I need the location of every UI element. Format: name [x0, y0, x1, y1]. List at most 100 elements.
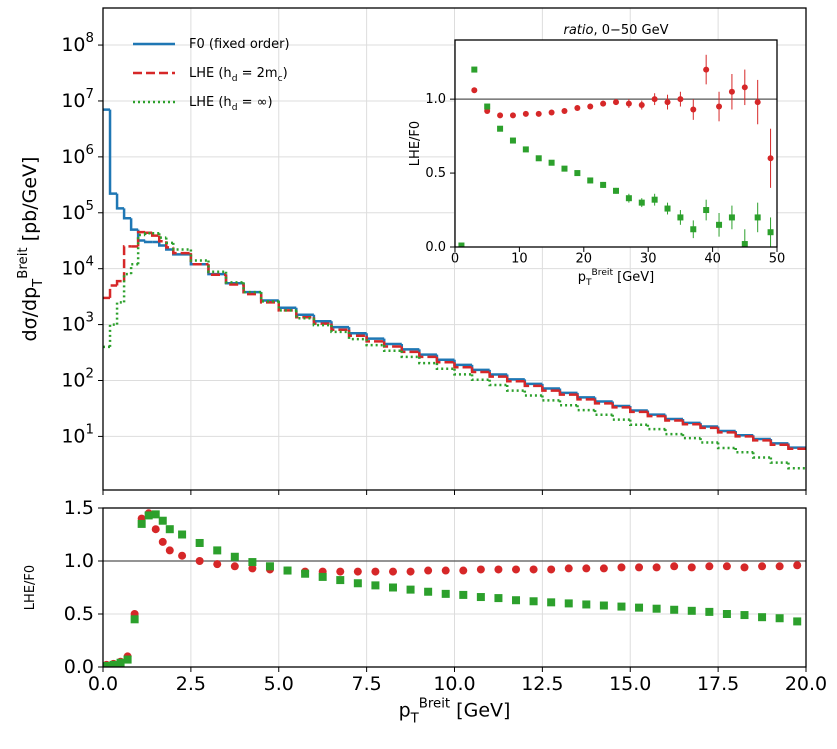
point	[687, 563, 696, 572]
histogram-step	[699, 424, 719, 430]
point	[677, 214, 684, 221]
point	[638, 102, 645, 109]
histogram-step	[189, 253, 209, 266]
histogram-step	[716, 426, 736, 433]
axes-frame	[102, 7, 807, 491]
histogram-step	[365, 339, 385, 347]
point	[195, 538, 204, 547]
y-axis-label: LHE/F0	[23, 565, 38, 610]
point	[587, 103, 594, 110]
histogram-step	[277, 301, 297, 312]
histogram-step	[646, 424, 666, 431]
point	[459, 566, 468, 575]
histogram-step	[734, 432, 754, 438]
y-tick-label: 0.5	[425, 166, 446, 181]
x-tick-label: 12.5	[521, 673, 563, 695]
point	[670, 562, 679, 571]
point	[617, 563, 626, 572]
histogram-step	[115, 193, 125, 210]
point	[535, 155, 542, 162]
point	[635, 603, 644, 612]
point	[497, 125, 504, 132]
histogram-step	[122, 245, 132, 282]
histogram-step	[488, 379, 508, 387]
point	[687, 606, 696, 615]
point	[652, 563, 661, 572]
point	[512, 565, 521, 574]
point	[230, 552, 239, 561]
point	[178, 530, 187, 539]
point	[600, 181, 607, 188]
point	[353, 567, 362, 576]
x-axis-label: pTBreit [GeV]	[578, 267, 655, 287]
histogram-step	[347, 327, 367, 335]
x-tick-label: 10.0	[433, 673, 475, 695]
y-tick-label: 0.0	[64, 656, 94, 678]
histogram-step	[242, 282, 262, 294]
histogram-step	[172, 242, 191, 251]
point	[625, 100, 632, 107]
histogram-step	[115, 301, 125, 325]
point	[371, 581, 380, 590]
point	[529, 597, 538, 606]
plot-area	[455, 54, 777, 247]
point	[564, 599, 573, 608]
title-italic: ratio	[563, 23, 593, 38]
point	[353, 579, 362, 588]
y-tick-label: 105	[61, 198, 94, 223]
point	[406, 567, 415, 576]
point	[103, 661, 111, 667]
point	[213, 546, 222, 555]
histogram-step	[576, 394, 596, 401]
y-tick-label: 0.0	[425, 240, 446, 255]
point	[213, 560, 222, 569]
histogram-step	[769, 440, 789, 446]
histogram-step	[470, 364, 490, 372]
histogram-step	[143, 232, 153, 236]
histogram-step	[752, 435, 771, 441]
histogram-step	[576, 392, 596, 399]
histogram-step	[157, 242, 167, 247]
point	[123, 655, 132, 664]
point	[600, 100, 607, 107]
histogram-step	[734, 430, 754, 437]
histogram-step	[716, 442, 736, 450]
x-axis-label: pTBreit [GeV]	[399, 696, 511, 726]
point	[705, 562, 714, 571]
y-tick-label: 104	[61, 254, 94, 279]
point	[754, 214, 761, 221]
point	[548, 159, 555, 166]
x-tick-label: 20.0	[785, 673, 827, 695]
y-tick-label: 1.0	[425, 92, 446, 107]
point	[740, 611, 749, 620]
y-tick-label: 0.5	[64, 603, 94, 625]
histogram-step	[593, 397, 613, 403]
point	[547, 565, 556, 574]
histogram-step	[435, 363, 455, 371]
point	[564, 564, 573, 573]
point	[476, 565, 485, 574]
x-tick-label: 5.0	[264, 673, 294, 695]
point	[165, 546, 174, 555]
point	[151, 510, 160, 519]
legend-label: LHE (hd = 2mc)	[189, 66, 288, 84]
histogram-step	[523, 381, 543, 388]
point	[582, 600, 591, 609]
point	[130, 615, 139, 624]
histogram-step	[541, 385, 560, 392]
histogram-step	[611, 414, 631, 421]
point	[690, 226, 697, 233]
y-tick-label: 108	[61, 31, 94, 56]
point	[651, 196, 658, 203]
point	[652, 604, 661, 613]
point	[406, 585, 415, 594]
histogram-step	[699, 438, 719, 444]
point	[716, 103, 723, 110]
histogram-step	[259, 292, 279, 303]
histogram-step	[382, 338, 402, 346]
histogram-step	[769, 438, 789, 445]
histogram-step	[277, 300, 297, 310]
point	[722, 562, 731, 571]
histogram-step	[382, 345, 402, 353]
point	[471, 87, 478, 94]
